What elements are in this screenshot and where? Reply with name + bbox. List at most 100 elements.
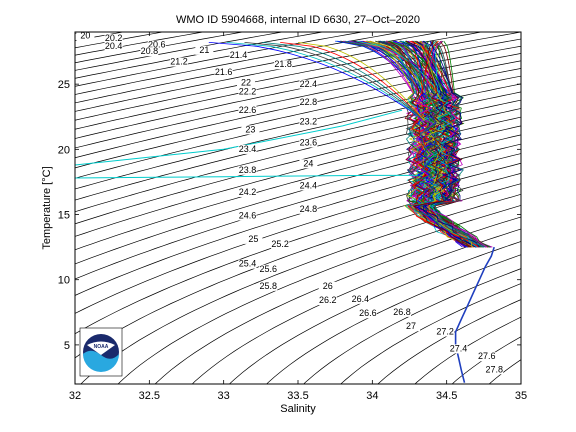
profile-trace-cyan (75, 109, 403, 166)
contour-label: 23.8 (239, 165, 257, 175)
density-contour-line (75, 32, 365, 87)
density-contour-line (75, 38, 521, 130)
density-contour-line (117, 205, 521, 384)
contour-label-bg (318, 296, 337, 306)
contour-label: 20 (80, 31, 90, 41)
contour-label: 27.8 (485, 364, 503, 374)
contour-label: 21.8 (274, 59, 292, 69)
contour-label-bg (393, 307, 412, 317)
contour-label-bg (271, 240, 290, 250)
contour-label-bg (477, 352, 496, 362)
noaa-logo-text: NOAA (94, 344, 109, 350)
contour-label-bg (238, 87, 257, 97)
profile-trace-surface (280, 42, 425, 121)
contour-label-bg (436, 327, 455, 337)
density-contour-line (75, 53, 521, 149)
contour-label: 25.4 (239, 259, 257, 269)
contour-label: 26 (323, 281, 333, 291)
contour-label-bg (104, 41, 123, 51)
x-tick-label: 34.5 (436, 390, 457, 402)
y-axis-ticks: 5 10 15 20 25 (58, 79, 521, 352)
profile-trace (356, 40, 478, 248)
contour-label: 24 (303, 158, 313, 168)
contour-label: 21 (199, 45, 209, 55)
noaa-logo-wave (83, 350, 119, 372)
density-contour-line (75, 32, 285, 71)
x-tick-label: 32 (69, 390, 81, 402)
contour-label-bg (76, 32, 95, 41)
contour-label: 24.4 (300, 180, 318, 190)
contour-label: 25 (248, 234, 258, 244)
contour-label-bg (229, 51, 248, 61)
contour-label-bg (299, 79, 318, 89)
density-contour-line (451, 336, 521, 384)
contour-label: 27 (406, 321, 416, 331)
contour-label: 21.2 (170, 57, 188, 67)
contour-label-bg (259, 264, 278, 274)
density-contour-line (75, 68, 521, 169)
contour-label-bg (238, 165, 257, 175)
density-contour-line (75, 32, 404, 95)
contour-label: 22.6 (239, 105, 257, 115)
contour-label: 24.8 (300, 204, 318, 214)
contour-label-bg (244, 234, 263, 244)
contour-label: 24.2 (239, 187, 257, 197)
contour-label-bg (195, 45, 214, 55)
x-tick-label: 32.5 (139, 390, 160, 402)
contour-label: 26.6 (359, 308, 377, 318)
density-contour-line (75, 32, 444, 104)
contour-label: 22.4 (300, 79, 318, 89)
contour-label: 25.2 (271, 239, 289, 249)
contour-label: 22.2 (239, 87, 257, 97)
profile-trace-surface (208, 42, 425, 122)
contour-label: 27.6 (478, 351, 496, 361)
contour-label-bg (299, 98, 318, 108)
contour-label-bg (401, 322, 420, 332)
density-contour-line (75, 32, 205, 56)
profile-trace (343, 40, 491, 248)
contour-label-bg (238, 105, 257, 115)
contour-label: 20.4 (105, 41, 123, 51)
density-contour-line (75, 172, 521, 335)
noaa-logo: NOAA (79, 327, 123, 377)
profile-trace (388, 40, 466, 248)
contour-label: 27.4 (450, 343, 468, 353)
profile-trace-cyan (75, 174, 417, 179)
density-contour-line (60, 0, 536, 15)
contour-label-bg (274, 60, 293, 70)
density-contour-line (377, 299, 521, 384)
density-contour-line (75, 32, 521, 121)
contour-label-bg (238, 144, 257, 154)
density-contour-line (75, 32, 484, 112)
contour-label: 25.8 (260, 281, 278, 291)
x-tick-label: 35 (515, 390, 527, 402)
contour-label-bg (358, 309, 377, 319)
density-contour-line (80, 193, 521, 384)
contour-label-bg (318, 281, 337, 291)
contour-label-bg (236, 78, 255, 88)
contour-label-bg (259, 281, 278, 291)
contour-label: 26.4 (352, 294, 370, 304)
density-contour-line (266, 254, 521, 384)
x-axis-label: Salinity (280, 403, 316, 415)
contour-label: 23.2 (300, 117, 318, 127)
contour-label: 20.8 (141, 46, 159, 56)
chart-title: WMO ID 5904668, internal ID 6630, 27–Oct… (176, 14, 420, 26)
profile-trace-surface (297, 42, 425, 121)
contour-label: 26.8 (393, 307, 411, 317)
profile-trace (387, 40, 491, 248)
profile-trace (375, 40, 483, 248)
contour-label: 24.6 (239, 210, 257, 220)
density-contour-line (340, 283, 521, 384)
density-contour-line (75, 32, 165, 49)
contour-label-bg (238, 211, 257, 221)
contour-label: 21.4 (230, 50, 248, 60)
contour-label-bg (299, 204, 318, 214)
density-contour-line (75, 32, 325, 79)
x-tick-label: 33.5 (287, 390, 308, 402)
contour-label: 22 (241, 77, 251, 87)
contour-label-bg (147, 40, 166, 50)
contour-label-bg (140, 47, 159, 57)
profile-trace (411, 40, 480, 248)
profile-trace-surface (244, 42, 425, 122)
